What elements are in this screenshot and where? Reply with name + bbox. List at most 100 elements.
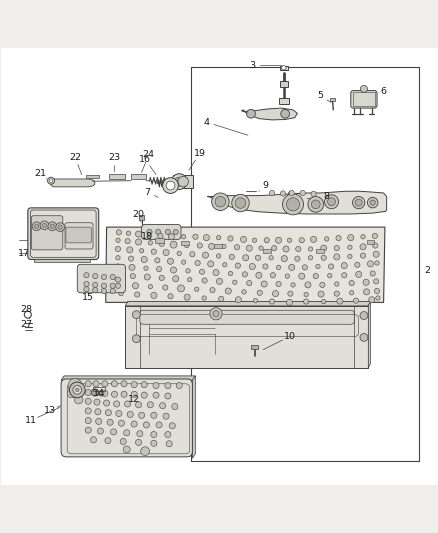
- Circle shape: [118, 420, 124, 426]
- Circle shape: [138, 412, 145, 418]
- Polygon shape: [286, 191, 291, 197]
- Circle shape: [372, 243, 377, 248]
- Circle shape: [215, 197, 225, 207]
- Circle shape: [113, 401, 120, 407]
- Circle shape: [194, 287, 198, 292]
- Circle shape: [272, 290, 278, 297]
- Circle shape: [154, 258, 159, 263]
- Circle shape: [227, 236, 233, 241]
- Circle shape: [117, 282, 122, 287]
- Circle shape: [141, 392, 147, 398]
- Text: 12: 12: [128, 395, 140, 404]
- Circle shape: [209, 308, 222, 320]
- Circle shape: [42, 223, 46, 228]
- Text: 27: 27: [20, 320, 32, 329]
- Circle shape: [201, 296, 206, 300]
- Polygon shape: [86, 175, 99, 177]
- Bar: [92, 387, 105, 391]
- Circle shape: [176, 383, 182, 389]
- Circle shape: [347, 235, 353, 241]
- Circle shape: [207, 261, 213, 267]
- Bar: [352, 92, 374, 107]
- Circle shape: [173, 229, 178, 235]
- Text: 20: 20: [132, 211, 144, 220]
- Circle shape: [347, 254, 351, 259]
- Circle shape: [148, 285, 152, 289]
- Circle shape: [355, 271, 361, 278]
- Circle shape: [249, 263, 255, 270]
- Circle shape: [164, 393, 170, 399]
- Circle shape: [152, 392, 159, 398]
- Circle shape: [115, 246, 120, 252]
- Circle shape: [150, 432, 156, 438]
- Circle shape: [349, 290, 353, 295]
- Circle shape: [371, 233, 377, 238]
- Text: 3: 3: [249, 61, 255, 70]
- Circle shape: [184, 243, 188, 248]
- Polygon shape: [109, 174, 125, 179]
- Circle shape: [147, 402, 153, 408]
- Circle shape: [286, 198, 299, 211]
- Circle shape: [354, 199, 361, 206]
- Circle shape: [129, 264, 135, 270]
- Circle shape: [164, 432, 170, 438]
- Circle shape: [255, 272, 261, 278]
- Circle shape: [103, 400, 110, 406]
- Circle shape: [85, 427, 91, 433]
- Circle shape: [166, 441, 172, 447]
- Circle shape: [264, 238, 269, 243]
- Circle shape: [116, 410, 122, 417]
- Text: 14: 14: [93, 389, 105, 398]
- Circle shape: [85, 381, 91, 387]
- Circle shape: [127, 411, 133, 417]
- FancyBboxPatch shape: [30, 210, 96, 257]
- FancyBboxPatch shape: [28, 208, 99, 260]
- Circle shape: [209, 287, 215, 293]
- Circle shape: [347, 245, 351, 249]
- Circle shape: [212, 270, 219, 276]
- Circle shape: [333, 246, 339, 251]
- Circle shape: [170, 241, 177, 248]
- Circle shape: [212, 311, 219, 317]
- Circle shape: [162, 249, 169, 255]
- Polygon shape: [131, 174, 146, 179]
- Text: 23: 23: [108, 152, 120, 161]
- Circle shape: [131, 391, 137, 397]
- Circle shape: [92, 287, 98, 293]
- FancyBboxPatch shape: [140, 310, 353, 324]
- Circle shape: [202, 252, 208, 258]
- Circle shape: [246, 280, 251, 286]
- Polygon shape: [51, 179, 95, 187]
- Circle shape: [199, 269, 204, 274]
- Circle shape: [246, 245, 252, 251]
- Circle shape: [241, 290, 246, 294]
- Circle shape: [319, 282, 324, 287]
- Circle shape: [315, 264, 319, 269]
- Circle shape: [119, 292, 123, 296]
- Circle shape: [336, 298, 342, 304]
- Circle shape: [341, 272, 346, 278]
- Circle shape: [352, 197, 364, 209]
- Bar: [279, 66, 287, 70]
- Circle shape: [135, 231, 141, 237]
- Circle shape: [360, 253, 365, 258]
- Circle shape: [147, 229, 152, 235]
- Circle shape: [107, 419, 113, 425]
- Circle shape: [141, 256, 147, 263]
- Circle shape: [269, 299, 274, 304]
- Circle shape: [115, 277, 120, 282]
- Circle shape: [304, 282, 310, 288]
- Circle shape: [50, 224, 54, 229]
- Circle shape: [67, 389, 76, 398]
- Circle shape: [255, 255, 260, 261]
- Circle shape: [84, 281, 89, 287]
- Circle shape: [177, 176, 188, 187]
- Circle shape: [324, 237, 328, 241]
- Text: 22: 22: [69, 152, 81, 161]
- Circle shape: [373, 279, 378, 284]
- Circle shape: [275, 237, 281, 243]
- Bar: [154, 238, 164, 243]
- Circle shape: [90, 437, 96, 443]
- Circle shape: [84, 287, 89, 292]
- Polygon shape: [33, 260, 90, 262]
